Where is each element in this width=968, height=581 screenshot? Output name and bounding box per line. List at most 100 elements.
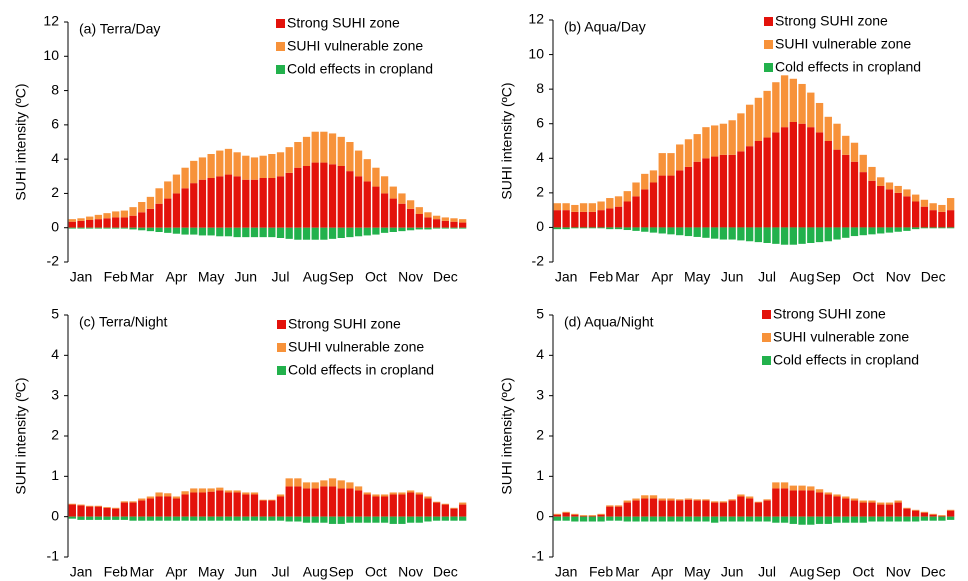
bar-segment <box>614 505 623 507</box>
bar-segment <box>920 227 929 229</box>
bar-segment <box>571 513 579 515</box>
x-tick-label: Oct <box>365 564 387 580</box>
bar-segment <box>216 490 224 517</box>
bar-segment <box>259 227 267 238</box>
bar-segment <box>833 149 841 228</box>
bar-segment <box>346 142 354 172</box>
bar-segment <box>684 498 693 500</box>
bar-segment <box>606 198 614 209</box>
bar-segment <box>86 506 94 517</box>
bar-segment <box>894 500 902 503</box>
bar-segment <box>579 203 588 212</box>
bar-segment <box>571 227 579 229</box>
x-tick-label: Oct <box>852 269 874 285</box>
bar-segment <box>553 513 562 515</box>
bar-segment <box>138 500 146 517</box>
x-tick-label: Oct <box>365 269 387 285</box>
bar-segment <box>294 478 302 487</box>
bar-segment <box>250 494 259 517</box>
bar-segment <box>938 211 946 228</box>
bar-segment <box>86 516 94 520</box>
bar-segment <box>676 170 684 228</box>
bar-segment <box>389 516 397 524</box>
y-tick-label: 4 <box>51 150 59 166</box>
bar-segment <box>459 222 467 228</box>
x-tick-label: Apr <box>166 269 188 285</box>
bar-segment <box>120 501 129 503</box>
bar-segment <box>424 212 432 218</box>
bar-segment <box>181 494 189 517</box>
x-tick-label: Feb <box>104 564 128 580</box>
x-tick-label: Jan <box>70 564 93 580</box>
bar-segment <box>224 174 233 228</box>
bar-segment <box>553 516 562 521</box>
bar-segment <box>294 167 302 228</box>
bar-segment <box>798 490 806 517</box>
legend-swatch <box>764 17 773 26</box>
bar-segment <box>112 507 120 509</box>
bar-segment <box>441 220 449 228</box>
bar-segment <box>198 488 207 493</box>
bar-segment <box>912 516 920 522</box>
bar-segment <box>728 499 736 501</box>
bar-segment <box>172 498 181 517</box>
bar-segment <box>728 154 736 228</box>
y-tick-label: 5 <box>536 306 544 322</box>
bar-segment <box>311 162 319 228</box>
bar-segment <box>250 157 259 180</box>
bar-segment <box>676 499 684 501</box>
bar-segment <box>354 486 363 491</box>
bar-segment <box>346 227 354 238</box>
bar-segment <box>285 486 293 517</box>
x-tick-label: May <box>684 269 710 285</box>
bar-segment <box>894 502 902 517</box>
y-tick-label: 3 <box>51 386 59 402</box>
bar-segment <box>728 516 736 522</box>
bar-segment <box>302 516 311 523</box>
bar-segment <box>294 486 302 517</box>
bar-segment <box>224 516 233 521</box>
bar-segment <box>579 516 588 522</box>
bar-segment <box>181 188 189 228</box>
bar-segment <box>320 131 328 163</box>
bar-segment <box>815 489 824 493</box>
bar-segment <box>207 227 215 236</box>
bar-segment <box>641 173 649 190</box>
bar-segment <box>719 516 728 522</box>
bar-segment <box>728 500 736 517</box>
bar-segment <box>702 227 710 238</box>
bar-segment <box>938 227 946 229</box>
x-tick-label: Jun <box>721 269 744 285</box>
bar-segment <box>912 510 920 517</box>
bar-segment <box>614 206 623 228</box>
bar-segment <box>285 172 293 228</box>
bar-segment <box>885 182 894 190</box>
bar-segment <box>112 217 120 228</box>
bar-segment <box>181 167 189 189</box>
bar-segment <box>885 189 894 228</box>
bar-segment <box>946 510 955 517</box>
bar-segment <box>579 211 588 228</box>
bar-segment <box>606 516 614 521</box>
bar-segment <box>763 500 771 517</box>
bar-segment <box>649 516 658 522</box>
bar-segment <box>389 227 397 232</box>
bar-segment <box>337 488 345 517</box>
bar-segment <box>815 516 824 524</box>
bar-segment <box>658 175 666 228</box>
bar-segment <box>824 227 832 242</box>
bar-segment <box>938 204 946 212</box>
bar-segment <box>138 498 146 501</box>
bar-segment <box>450 218 458 222</box>
bar-segment <box>946 227 955 229</box>
bar-segment <box>146 196 155 209</box>
bar-segment <box>94 214 102 220</box>
x-tick-label: Dec <box>921 269 946 285</box>
bar-segment <box>693 161 701 228</box>
bar-segment <box>745 104 754 147</box>
y-tick-label: -1 <box>47 548 60 564</box>
bar-segment <box>815 492 824 517</box>
bar-segment <box>68 219 76 222</box>
bar-segment <box>146 227 155 232</box>
bar-segment <box>406 490 415 493</box>
